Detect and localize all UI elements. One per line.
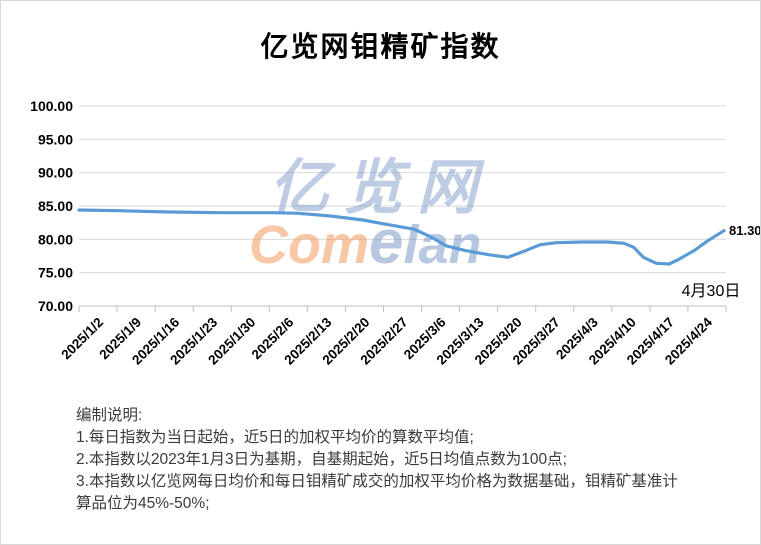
watermark-cn-text: 亿览网 bbox=[269, 154, 491, 221]
y-axis-label: 100.00 bbox=[30, 98, 73, 114]
date-annotation: 4月30日 bbox=[682, 283, 741, 300]
y-axis-label: 90.00 bbox=[38, 165, 73, 181]
notes-section: 编制说明: 1.每日指数为当日起始，近5日的加权平均价的算数平均值; 2.本指数… bbox=[76, 405, 691, 515]
watermark-en-text: Comelan bbox=[249, 208, 482, 277]
y-axis-label: 75.00 bbox=[38, 265, 73, 281]
y-axis-label: 70.00 bbox=[38, 298, 73, 314]
end-value-label: 81.30 bbox=[729, 223, 761, 238]
y-axis-label: 85.00 bbox=[38, 198, 73, 214]
line-chart-canvas: 100.0095.0090.0085.0080.0075.0070.002025… bbox=[30, 98, 761, 368]
notes-heading: 编制说明: bbox=[76, 407, 143, 424]
chart-title: 亿览网钼精矿指数 bbox=[260, 32, 501, 63]
index-line bbox=[77, 208, 726, 266]
y-axis-label: 80.00 bbox=[38, 231, 73, 247]
note-line-1: 1.每日指数为当日起始，近5日的加权平均价的算数平均值; bbox=[76, 429, 474, 446]
note-line-3: 3.本指数以亿览网每日均价和每日钼精矿成交的加权平均价格为数据基础，钼精矿基准计… bbox=[76, 473, 678, 512]
y-axis-label: 95.00 bbox=[38, 131, 73, 147]
note-line-2: 2.本指数以2023年1月3日为基期，自基期起始，近5日均值点数为100点; bbox=[76, 451, 567, 468]
